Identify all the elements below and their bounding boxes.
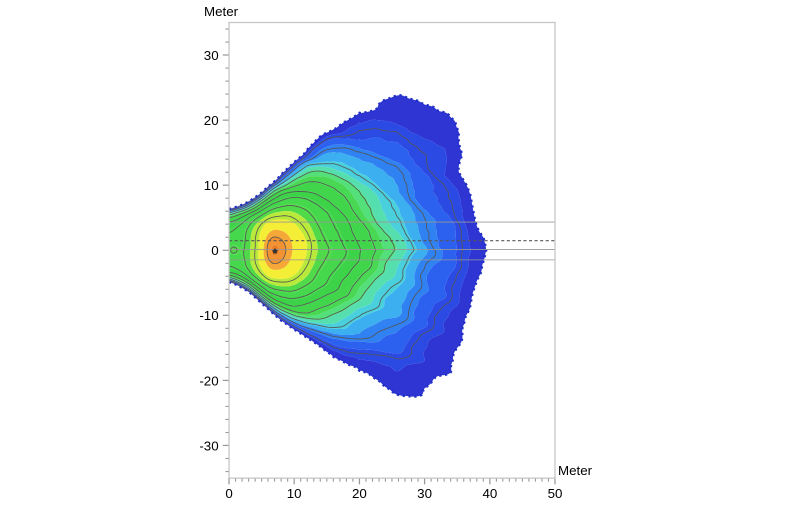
svg-text:50: 50 [548,486,563,501]
svg-text:-10: -10 [199,308,218,323]
svg-text:Meter: Meter [558,463,593,478]
svg-text:-30: -30 [199,438,218,453]
svg-text:10: 10 [204,178,219,193]
svg-text:Meter: Meter [204,4,239,19]
svg-text:0: 0 [225,486,232,501]
svg-text:30: 30 [417,486,432,501]
svg-text:30: 30 [204,48,219,63]
svg-text:0: 0 [211,243,218,258]
svg-text:20: 20 [204,113,219,128]
svg-text:10: 10 [287,486,302,501]
svg-text:-20: -20 [199,373,218,388]
svg-text:20: 20 [352,486,367,501]
svg-text:40: 40 [482,486,497,501]
